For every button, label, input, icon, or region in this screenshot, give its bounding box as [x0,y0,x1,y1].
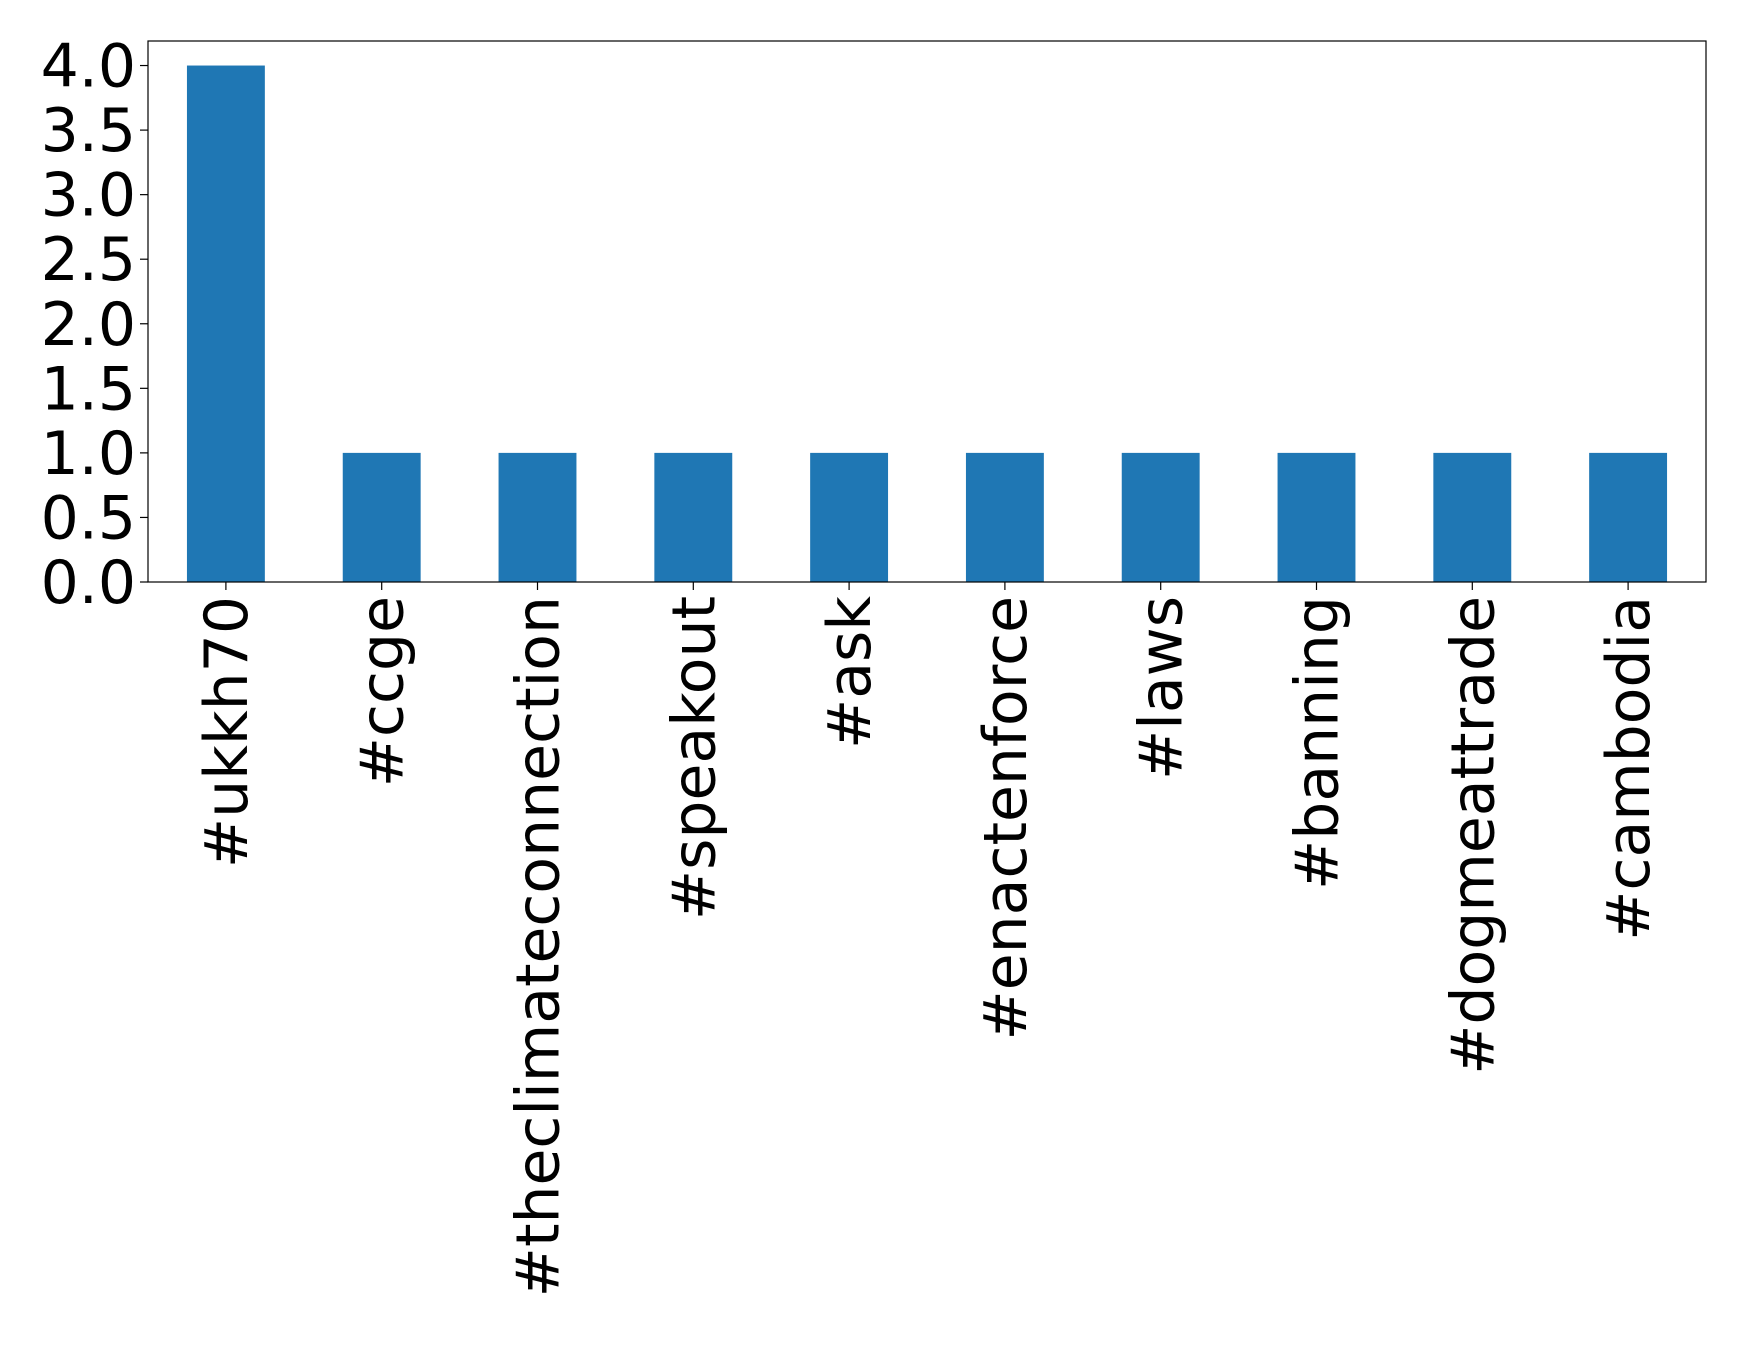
bar [1121,452,1200,582]
y-tick-label: 0.5 [41,483,136,553]
x-tick-label: #theclimateconnection [504,596,574,1297]
bar [654,452,733,582]
x-tick-label: #cambodia [1594,596,1664,941]
y-tick-label: 3.0 [41,161,136,231]
y-tick-label: 1.0 [41,419,136,489]
y-tick-label: 4.0 [41,32,136,102]
x-tick-label: #ukkh70 [192,596,262,868]
x-tick-label: #enactenforce [971,596,1041,1041]
bar [965,452,1044,582]
y-tick-label: 3.5 [41,96,136,166]
x-tick-label: #laws [1127,596,1197,780]
x-tick-label: #banning [1283,596,1353,890]
bar [1589,452,1668,582]
bar [342,452,421,582]
bar [186,65,265,582]
plot-frame [147,40,1707,583]
bar [498,452,577,582]
y-tick-label: 2.5 [41,225,136,295]
x-tick-label: #ask [815,596,885,749]
x-tick-label: #dogmeattrade [1438,596,1508,1075]
y-tick-label: 2.0 [41,290,136,360]
bar [1277,452,1356,582]
x-tick-label: #speakout [659,596,729,920]
bar [1433,452,1512,582]
y-tick-label: 1.5 [41,354,136,424]
x-tick-label: #ccge [348,596,418,787]
y-tick-label: 0.0 [41,548,136,618]
bar [810,452,889,582]
